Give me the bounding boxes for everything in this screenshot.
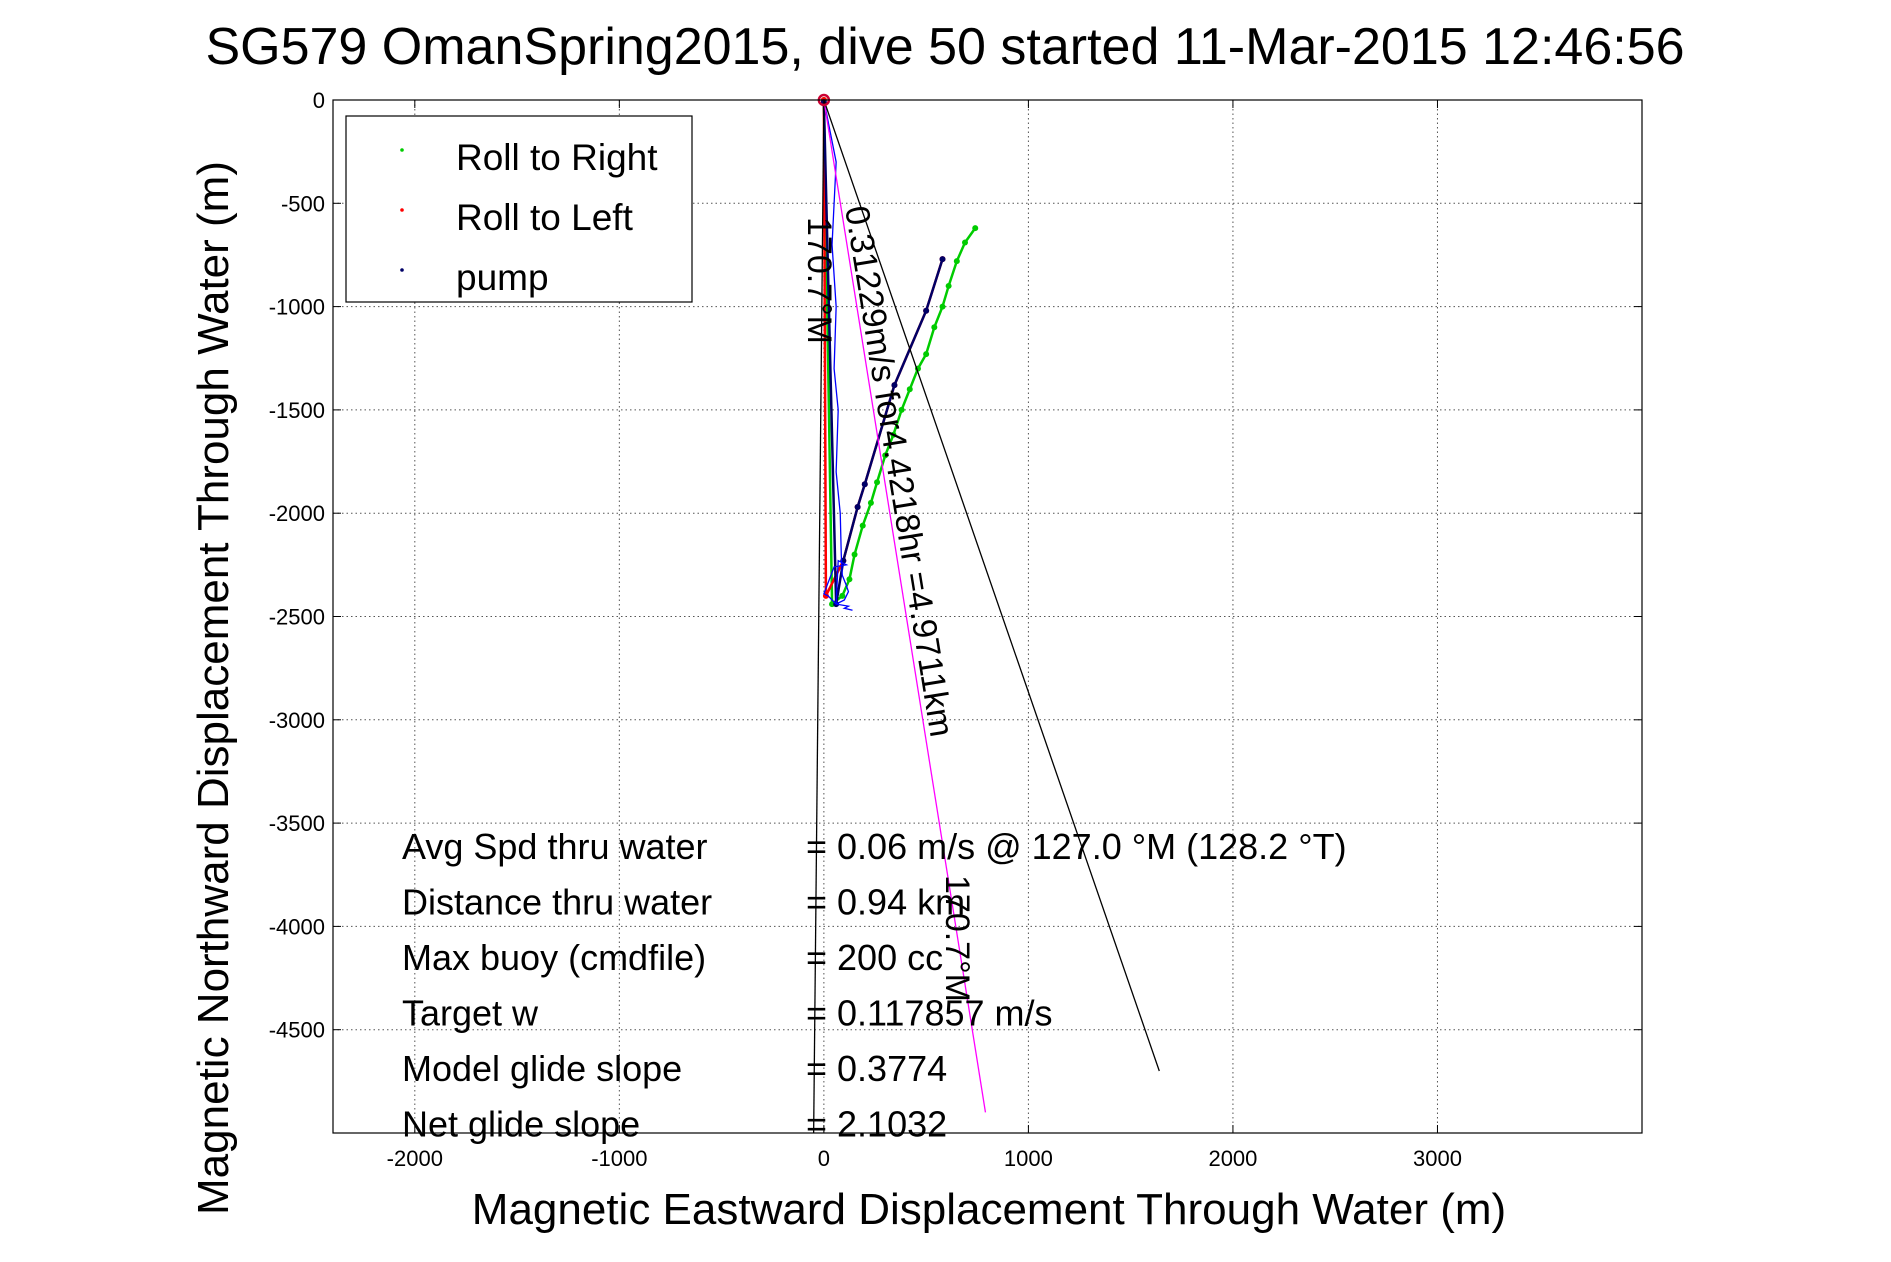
series-line-5: [823, 99, 1160, 1072]
legend-box: [345, 115, 693, 303]
series-point-0: [846, 576, 853, 583]
y-tick-label: -4000: [269, 914, 325, 939]
x-tick-label: 1000: [1004, 1146, 1053, 1171]
stat-label-3: Target w: [402, 993, 539, 1034]
y-tick-label: -1000: [269, 295, 325, 320]
series-point-0: [972, 225, 979, 232]
series-point-0: [859, 522, 866, 529]
series-point-0: [851, 551, 858, 558]
stat-label-1: Distance thru water: [402, 882, 712, 923]
series-line-3: [823, 99, 853, 611]
stat-label-0: Avg Spd thru water: [402, 826, 708, 867]
series-point-0: [839, 592, 846, 599]
legend-label-2: pump: [456, 257, 549, 298]
series-point-0: [898, 406, 905, 413]
series-line-4: [823, 99, 987, 1113]
heading-annotation-2: 170.7°M: [938, 875, 976, 1002]
stat-value-0: = 0.06 m/s @ 127.0 °M (128.2 °T): [806, 826, 1347, 867]
y-tick-label: -4500: [269, 1018, 325, 1043]
series-point-0: [931, 324, 938, 331]
x-tick-label: 2000: [1208, 1146, 1257, 1171]
y-tick-label: -3500: [269, 811, 325, 836]
chart-title: SG579 OmanSpring2015, dive 50 started 11…: [205, 18, 1684, 76]
series-point-2: [861, 481, 868, 488]
series-point-0: [867, 499, 874, 506]
series-point-0: [906, 386, 913, 393]
y-axis-label: Magnetic Northward Displacement Through …: [189, 161, 238, 1215]
series-point-0: [945, 282, 952, 289]
y-tick-label: -3000: [269, 708, 325, 733]
stat-value-2: = 200 cc: [806, 937, 943, 978]
series-line-2: [822, 102, 944, 605]
stat-label-4: Model glide slope: [402, 1048, 682, 1089]
y-tick-label: -2000: [269, 501, 325, 526]
legend-marker-0: [400, 148, 404, 152]
plot-frame: [332, 99, 1643, 1134]
series-point-2: [891, 382, 898, 389]
series-point-2: [939, 256, 946, 263]
series-point-0: [923, 351, 930, 358]
y-tick-label: -2500: [269, 605, 325, 630]
series-point-0: [962, 239, 969, 246]
series-point-0: [953, 258, 960, 265]
legend-label-0: Roll to Right: [456, 137, 658, 178]
stat-value-3: = 0.117857 m/s: [806, 993, 1053, 1034]
x-tick-label: -1000: [591, 1146, 647, 1171]
x-tick-label: 0: [818, 1146, 830, 1171]
stat-value-4: = 0.3774: [806, 1048, 947, 1089]
y-tick-label: -1500: [269, 398, 325, 423]
y-tick-label: 0: [313, 88, 325, 113]
series-point-0: [890, 431, 897, 438]
legend-marker-2: [400, 268, 404, 272]
series-point-2: [923, 307, 930, 314]
legend-marker-1: [400, 208, 404, 212]
stat-label-2: Max buoy (cmdfile): [402, 937, 706, 978]
series-point-0: [874, 479, 881, 486]
x-tick-label: -2000: [387, 1146, 443, 1171]
stat-value-5: = 2.1032: [806, 1104, 947, 1145]
heading-annotation: 170.7°M: [800, 217, 838, 344]
x-tick-label: 3000: [1413, 1146, 1462, 1171]
series-line-6: [812, 99, 825, 1134]
series-line-0: [822, 99, 977, 607]
plot-area: -2000 -1000 0 1000 2000 3000 0 -500 -1000 -1500 -2…: [269, 88, 1643, 1171]
x-axis-label: Magnetic Eastward Displacement Through W…: [472, 1185, 1506, 1234]
series-point-0: [939, 303, 946, 310]
stat-value-1: = 0.94 km: [806, 882, 965, 923]
legend-label-1: Roll to Left: [456, 197, 634, 238]
series-point-0: [882, 452, 889, 459]
series-point-2: [854, 504, 861, 511]
y-tick-label: -500: [281, 191, 325, 216]
stat-label-5: Net glide slope: [402, 1104, 640, 1145]
